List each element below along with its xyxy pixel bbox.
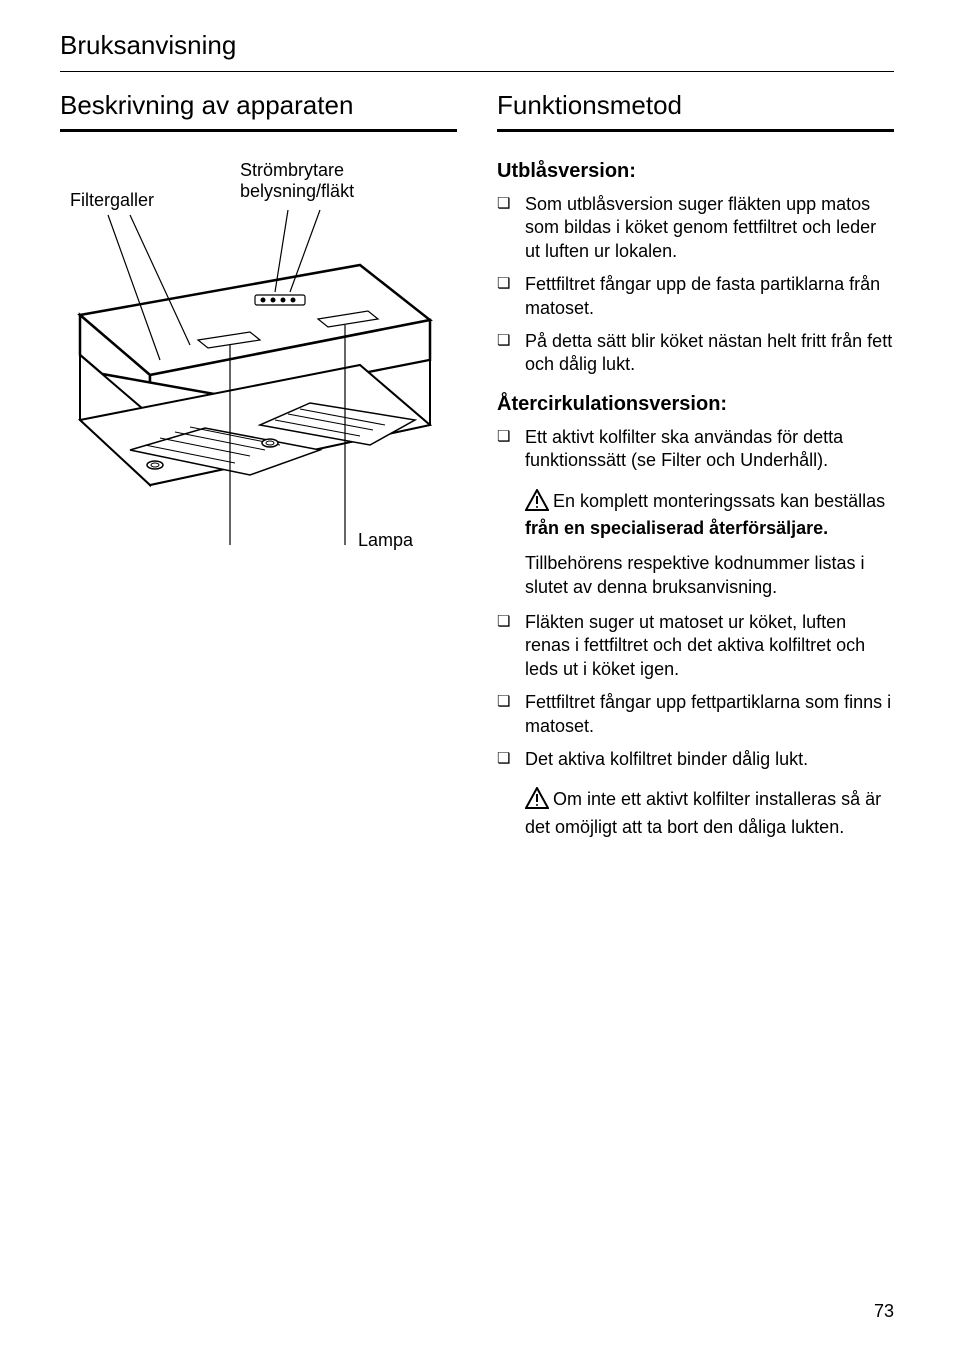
list-item: Som utblåsversion suger fläkten upp mato… bbox=[497, 193, 894, 263]
label-switch-line2: belysning/fläkt bbox=[240, 181, 354, 201]
warning-icon bbox=[525, 489, 549, 517]
warning-icon bbox=[525, 787, 549, 815]
recirc-list-1: Ett aktivt kolfilter ska användas för de… bbox=[497, 426, 894, 473]
list-item: Fettfiltret fångar upp de fasta partikla… bbox=[497, 273, 894, 320]
page-title-rule bbox=[60, 71, 894, 72]
left-column: Beskrivning av apparaten Filtergaller St… bbox=[60, 90, 457, 851]
note1-text-a: En komplett monteringssats kan beställas bbox=[553, 491, 885, 511]
list-item: Det aktiva kolfiltret binder dålig lukt. bbox=[497, 748, 894, 771]
label-lampa: Lampa bbox=[358, 530, 413, 551]
list-item: Fettfiltret fångar upp fettpartiklarna s… bbox=[497, 691, 894, 738]
subheading-utblas: Utblåsversion: bbox=[497, 160, 894, 183]
left-section-title: Beskrivning av apparaten bbox=[60, 90, 457, 121]
list-item: På detta sätt blir köket nästan helt fri… bbox=[497, 330, 894, 377]
hood-diagram-svg bbox=[60, 160, 460, 570]
note-2: Tillbehörens respektive kodnummer listas… bbox=[525, 552, 894, 599]
subheading-recirc: Återcirkulationsversion: bbox=[497, 393, 894, 416]
right-column: Funktionsmetod Utblåsversion: Som utblås… bbox=[497, 90, 894, 851]
recirc-list-2: Fläkten suger ut matoset ur köket, lufte… bbox=[497, 611, 894, 771]
page-number: 73 bbox=[874, 1301, 894, 1322]
right-section-rule bbox=[497, 129, 894, 132]
label-filtergaller: Filtergaller bbox=[70, 190, 154, 211]
appliance-diagram: Filtergaller Strömbrytare belysning/fläk… bbox=[60, 160, 457, 570]
label-switch-line1: Strömbrytare bbox=[240, 160, 344, 180]
right-section-title: Funktionsmetod bbox=[497, 90, 894, 121]
note3-text: Om inte ett aktivt kolfilter installeras… bbox=[525, 789, 881, 836]
note1-text-b: från en specialiserad återförsäljare. bbox=[525, 518, 828, 538]
utblas-list: Som utblåsversion suger fläkten upp mato… bbox=[497, 193, 894, 377]
list-item: Ett aktivt kolfilter ska användas för de… bbox=[497, 426, 894, 473]
page-title: Bruksanvisning bbox=[60, 30, 894, 61]
label-switch: Strömbrytare belysning/fläkt bbox=[240, 160, 354, 202]
left-section-rule bbox=[60, 129, 457, 132]
warning-note-1: En komplett monteringssats kan beställas… bbox=[525, 489, 894, 541]
warning-note-3: Om inte ett aktivt kolfilter installeras… bbox=[525, 787, 894, 839]
list-item: Fläkten suger ut matoset ur köket, lufte… bbox=[497, 611, 894, 681]
